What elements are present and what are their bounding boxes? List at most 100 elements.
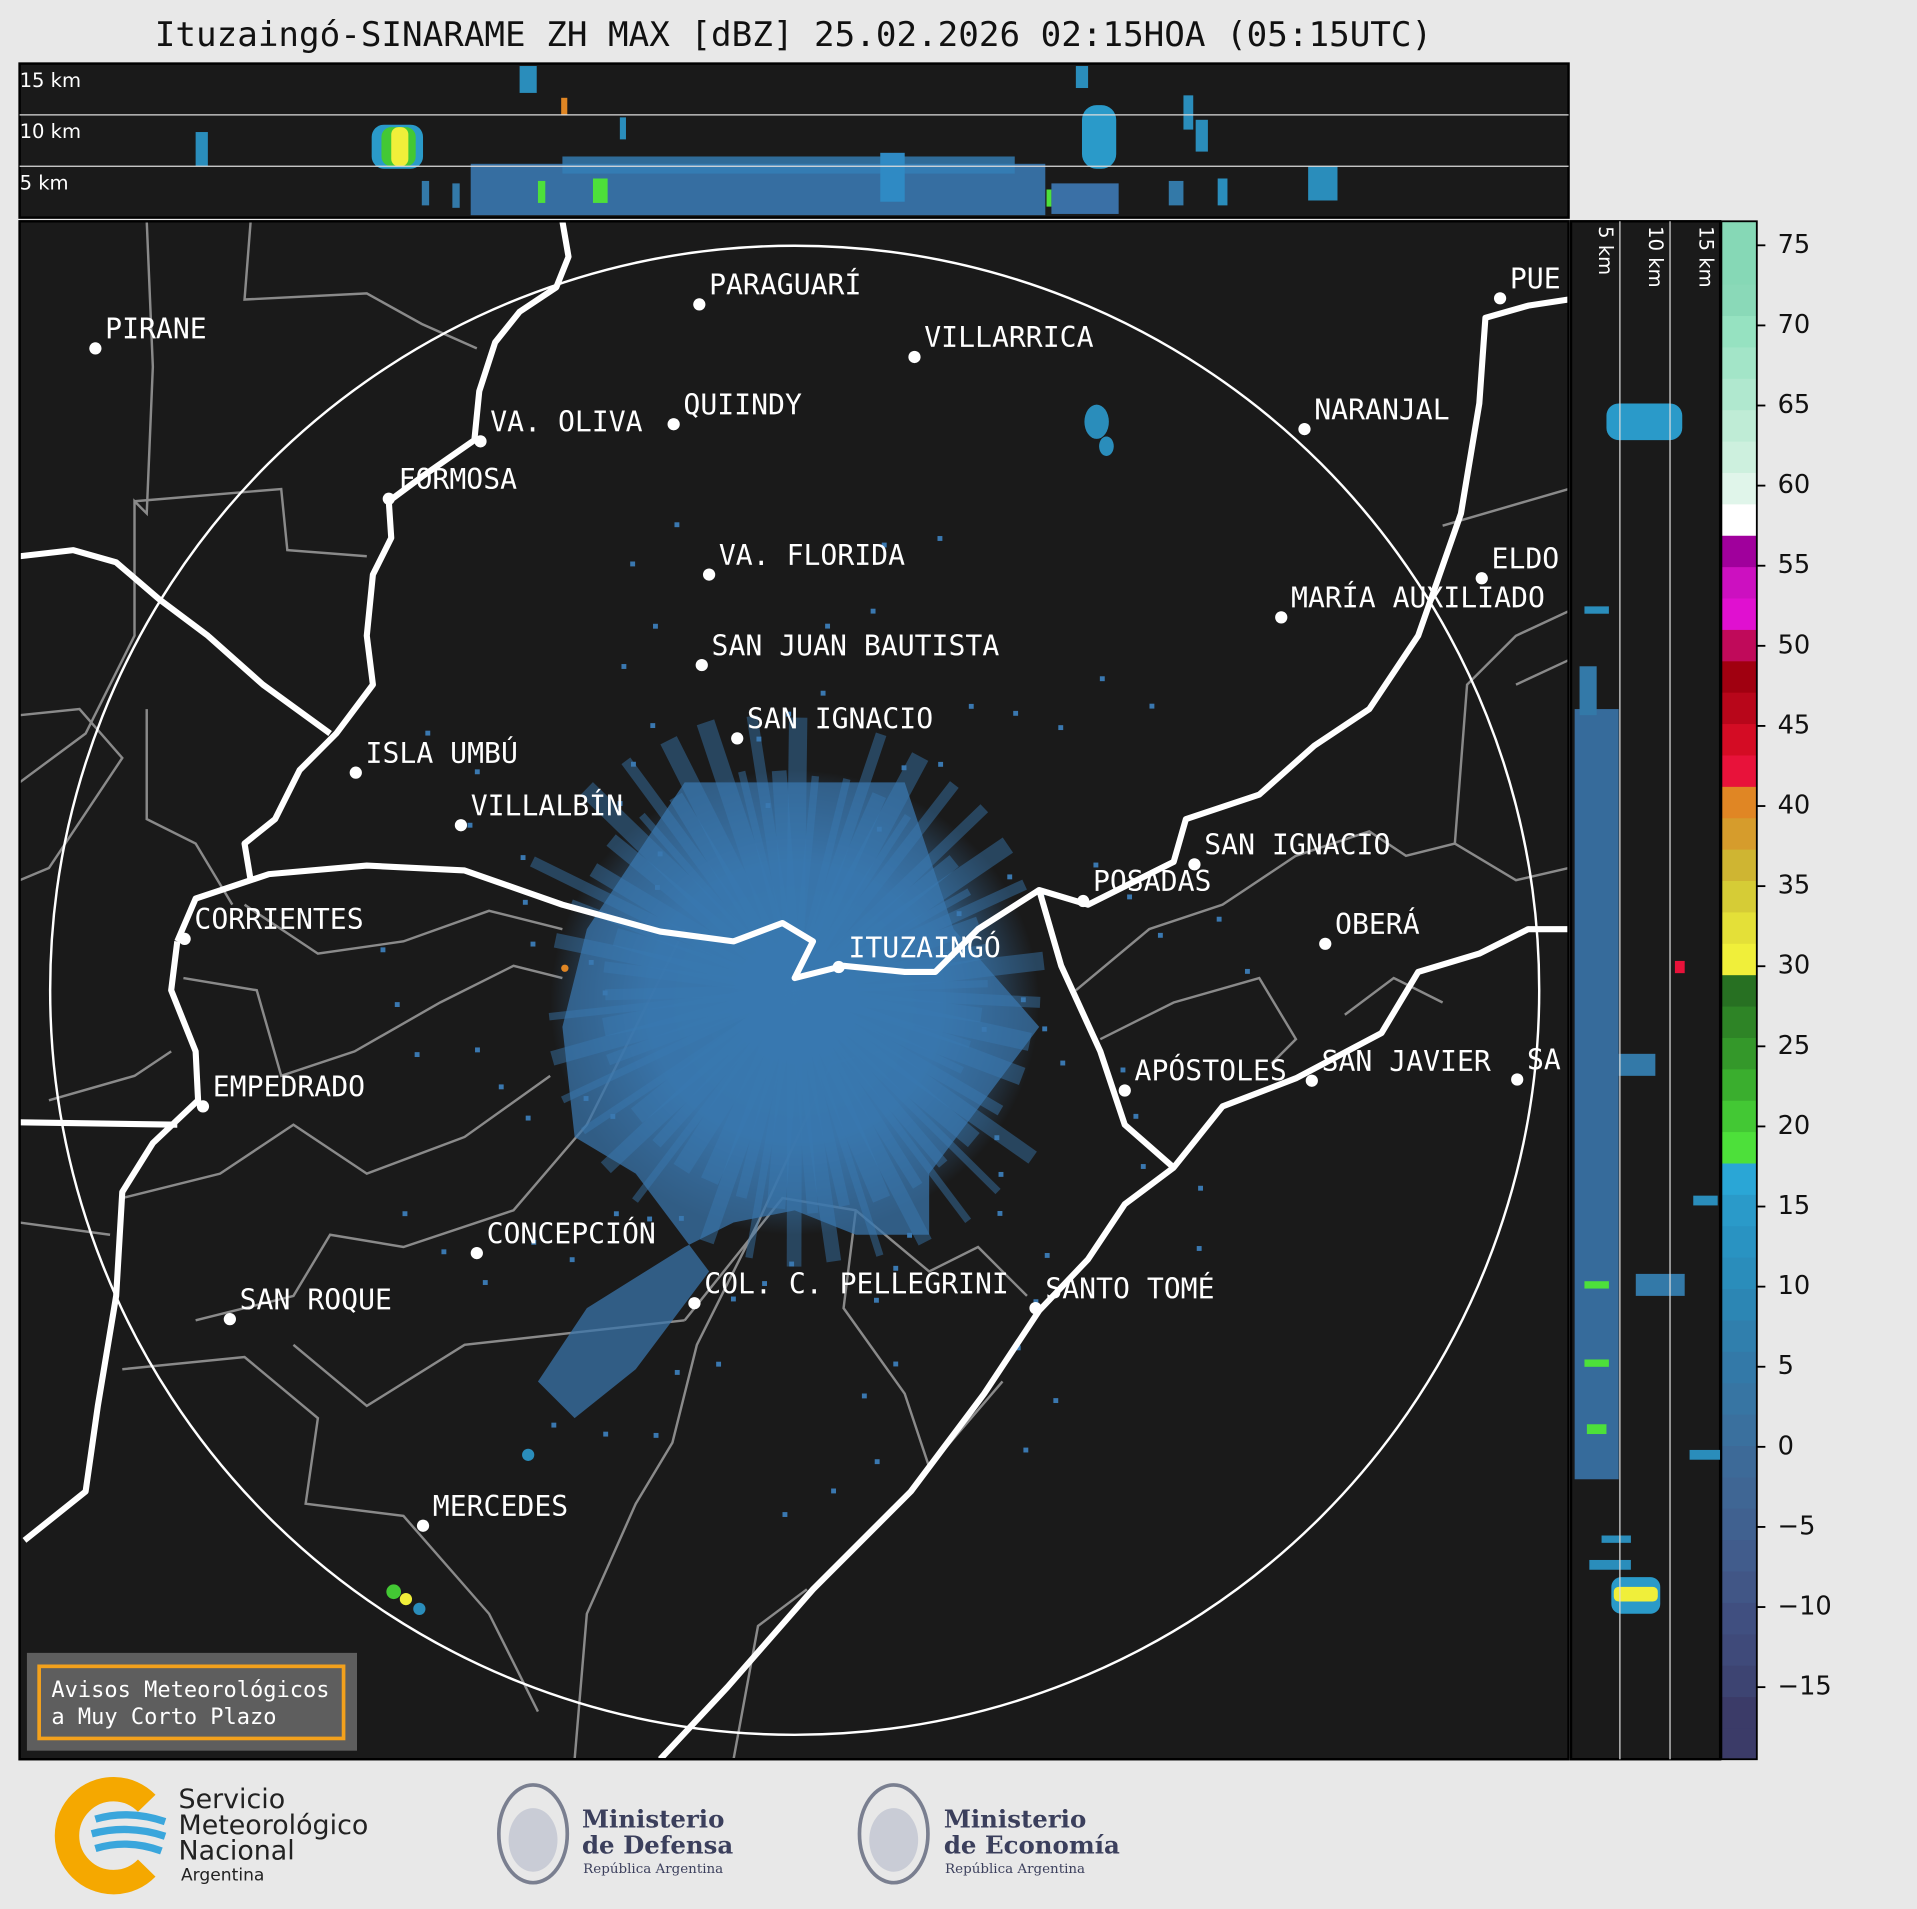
city-label: CONCEPCIÓN	[487, 1216, 656, 1250]
radar-echo	[603, 961, 796, 996]
colorbar-segment	[1721, 378, 1757, 411]
radar-echo	[746, 715, 801, 992]
city-dot	[1118, 1084, 1131, 1097]
city-dot	[470, 1246, 483, 1260]
radar-echo	[482, 1280, 488, 1285]
logo-text: Nacional	[179, 1835, 295, 1866]
radar-echo	[789, 1261, 795, 1267]
radar-echo	[632, 988, 798, 1203]
radar-echo	[475, 1047, 480, 1053]
city-label: SANTO TOMÉ	[1045, 1271, 1214, 1305]
seal	[869, 1808, 919, 1872]
colorbar-tick-label: 50	[1778, 630, 1811, 660]
city-dot	[1493, 292, 1507, 305]
colorbar-segment	[1721, 1068, 1757, 1101]
city-label: CORRIENTES	[194, 903, 363, 936]
radar-echo	[793, 951, 1045, 1000]
radar-echo	[639, 812, 798, 993]
radar-echo	[789, 989, 850, 1208]
radar-echo	[696, 719, 804, 994]
radar-echo	[831, 1488, 837, 1494]
radar-echo	[782, 1512, 788, 1517]
city-dot	[1298, 422, 1311, 436]
radar-echo	[474, 769, 480, 775]
city-dot	[693, 298, 706, 311]
radar-echo	[603, 1431, 609, 1437]
radar-echo	[998, 1171, 1004, 1177]
radar-echo	[537, 782, 1040, 1419]
radar-echo	[792, 916, 982, 998]
radar-echo	[498, 1084, 504, 1090]
radar-echo	[630, 561, 636, 567]
radar-echo	[716, 1361, 722, 1367]
colorbar-segment	[1721, 911, 1757, 944]
top-echoes	[195, 66, 1338, 216]
city-label: VA. FLORIDA	[719, 539, 905, 572]
radar-echo	[791, 989, 884, 1257]
radar-echo	[786, 711, 792, 717]
range-ring	[48, 244, 1541, 1737]
radar-echo	[1007, 874, 1013, 880]
colorbar-segment	[1721, 1319, 1757, 1352]
radar-echo	[1060, 1060, 1066, 1066]
rivers	[19, 221, 1569, 1760]
radar-echo	[653, 623, 658, 629]
radar-echo	[441, 1249, 447, 1255]
radar-echo	[1013, 710, 1019, 716]
colorbar-segment	[1721, 1194, 1757, 1227]
city-label: SA	[1527, 1044, 1561, 1077]
colorbar-segment	[1721, 503, 1757, 536]
radar-echo	[893, 1361, 899, 1367]
colorbar-tick-label: 25	[1778, 1031, 1811, 1061]
city-dot	[1275, 611, 1288, 624]
colorbar-segment	[1721, 660, 1757, 693]
city-dot	[196, 1100, 210, 1113]
radar-echo	[553, 933, 797, 998]
city-dot	[382, 492, 395, 505]
radar-echo	[580, 987, 797, 1135]
colorbar-segment	[1721, 849, 1757, 882]
city-label: POSADAS	[1093, 865, 1211, 898]
radar-echo	[793, 986, 964, 1074]
city-label: MARÍA AUXILIADO	[1291, 581, 1545, 615]
radar-echo	[550, 983, 797, 1066]
colorbar-segment	[1721, 1665, 1757, 1698]
radar-echo	[730, 1296, 736, 1302]
radar-echo	[647, 1216, 653, 1222]
colorbar-segment	[1721, 472, 1757, 505]
height-label: 15 km	[20, 69, 81, 92]
radar-echo	[617, 801, 623, 806]
city-label: SAN JAVIER	[1322, 1045, 1491, 1078]
colorbar-tick-label: 45	[1778, 710, 1811, 740]
colorbar-tick-label: 20	[1778, 1111, 1811, 1141]
notice-text: Avisos Meteorológicos	[51, 1678, 329, 1703]
radar-echo	[786, 752, 929, 995]
radar-echo	[790, 986, 948, 1168]
radar-echo	[873, 1297, 879, 1303]
radar-echo	[771, 770, 802, 991]
city-label: NARANJAL	[1314, 393, 1449, 426]
radar-echo	[786, 986, 891, 1203]
city-label: OBERÁ	[1335, 907, 1420, 941]
colorbar-frame	[1720, 220, 1758, 1761]
city-dot	[908, 350, 921, 364]
city-dot	[695, 658, 708, 672]
radar-echo	[820, 690, 826, 696]
radar-echo	[621, 757, 800, 994]
colorbar-tick-label: −15	[1778, 1672, 1832, 1702]
logo-text: República Argentina	[583, 1862, 723, 1877]
city-label: VA. OLIVA	[490, 406, 642, 439]
radar-echo	[1020, 997, 1026, 1003]
radar-echo	[876, 826, 882, 832]
colorbar-segment	[1721, 1633, 1757, 1666]
radar-echo	[425, 730, 431, 736]
colorbar-segment	[1721, 1131, 1757, 1164]
radar-echo	[529, 856, 798, 996]
city-label: SAN IGNACIO	[747, 703, 933, 736]
radar-echo	[738, 770, 799, 992]
radar-echo	[386, 1584, 402, 1600]
notice-text: a Muy Corto Plazo	[51, 1705, 276, 1730]
title: Ituzaingó-SINARAME ZH MAX [dBZ] 25.02.20…	[155, 15, 1432, 55]
